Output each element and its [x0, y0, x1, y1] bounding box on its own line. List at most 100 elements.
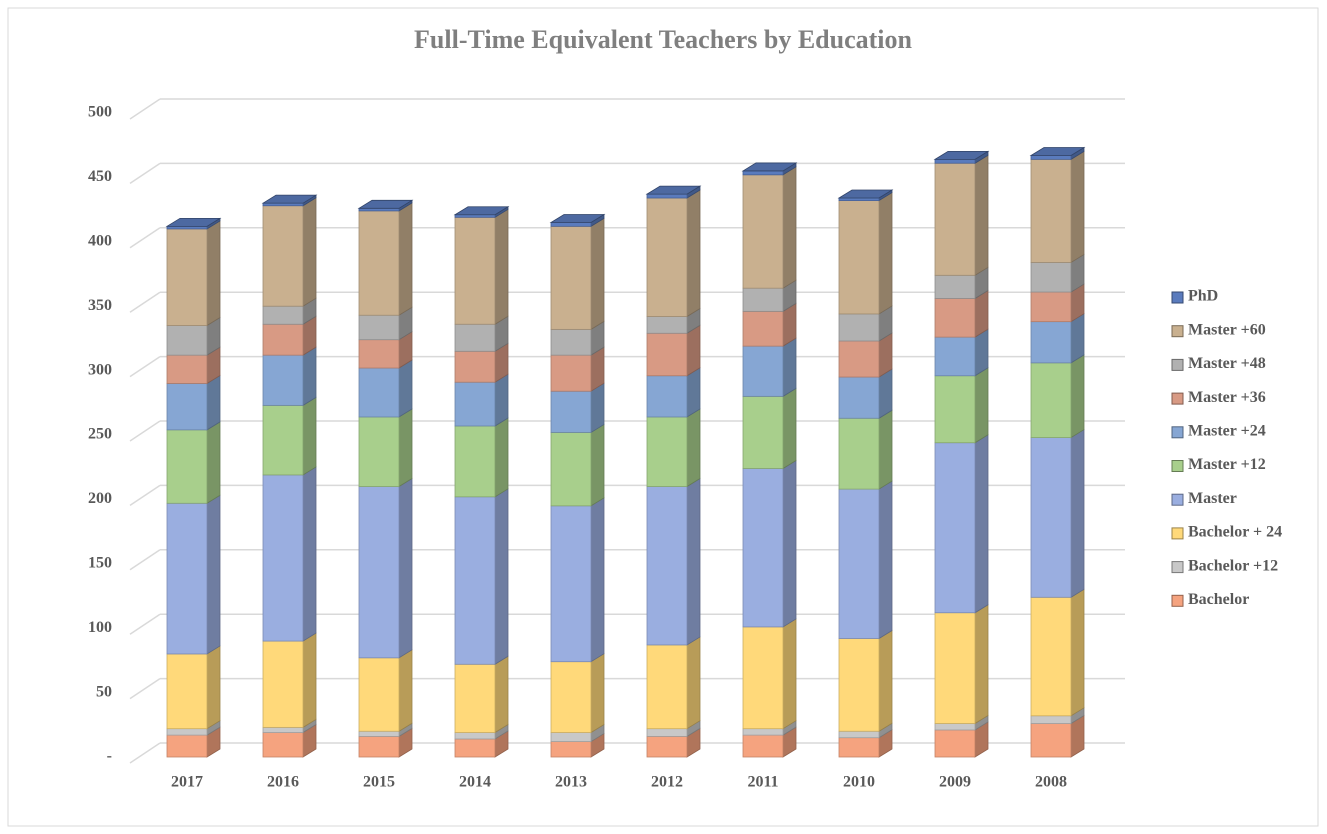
bar [742, 468, 784, 628]
bar-top [165, 217, 222, 227]
bar [262, 323, 304, 356]
y-tick-label: 200 [88, 490, 112, 507]
bar-side [206, 645, 221, 730]
legend-label: Bachelor +12 [1188, 557, 1278, 574]
bar [838, 340, 880, 378]
bar [166, 429, 208, 504]
bar-side [878, 629, 893, 732]
bar [838, 200, 880, 315]
bar [646, 375, 688, 418]
x-tick-label: 2017 [171, 774, 203, 791]
grid-line-depth [129, 420, 161, 442]
bar-side [782, 618, 797, 730]
y-tick-label: - [107, 748, 112, 765]
bar-side [1070, 150, 1085, 264]
bar [166, 383, 208, 431]
legend-swatch [1171, 325, 1184, 338]
grid-line-depth [129, 98, 161, 120]
y-tick-label: 450 [88, 168, 112, 185]
bar [454, 732, 496, 740]
bar [262, 404, 304, 476]
bar [550, 328, 592, 356]
bar [550, 354, 592, 392]
bar-side [206, 494, 221, 655]
bar [358, 314, 400, 341]
grid-line-depth [129, 227, 161, 249]
bar-side [398, 649, 413, 732]
bar [838, 376, 880, 419]
bar-side [974, 604, 989, 725]
bar [1030, 596, 1072, 717]
bar [262, 474, 304, 642]
x-tick-label: 2012 [651, 774, 683, 791]
bar [934, 375, 976, 444]
bar-side [494, 488, 509, 665]
legend-label: Bachelor [1188, 591, 1249, 608]
y-tick-label: 300 [88, 361, 112, 378]
bar [1030, 362, 1072, 438]
bar-side [590, 652, 605, 734]
bar-side [302, 632, 317, 729]
bar-side [686, 636, 701, 730]
bar-side [398, 359, 413, 418]
bar-side [302, 466, 317, 642]
y-tick-label: 250 [88, 426, 112, 443]
bar-side [590, 497, 605, 663]
legend-swatch [1171, 594, 1184, 607]
bar-top [741, 162, 798, 172]
bar [1030, 291, 1072, 323]
x-tick-label: 2008 [1035, 774, 1067, 791]
legend-swatch [1171, 561, 1184, 574]
bar [550, 390, 592, 433]
bar [646, 728, 688, 737]
bar-side [398, 408, 413, 488]
legend-label: Master +48 [1188, 355, 1266, 372]
bar [934, 612, 976, 724]
legend-label: Master +24 [1188, 422, 1266, 439]
bar [934, 336, 976, 377]
y-tick-label: 150 [88, 554, 112, 571]
bar-side [494, 417, 509, 498]
grid-line-depth [129, 484, 161, 507]
bar [454, 323, 496, 352]
bar [742, 395, 784, 469]
bar [838, 730, 880, 739]
grid-line-depth [129, 162, 161, 185]
y-tick-label: 350 [88, 297, 112, 314]
bar [454, 350, 496, 383]
bar-side [782, 459, 797, 628]
bar [742, 174, 784, 289]
legend-swatch [1171, 392, 1184, 405]
bar [166, 325, 208, 356]
bar [646, 332, 688, 377]
bar [550, 741, 592, 758]
bar [646, 644, 688, 730]
bar-side [206, 374, 221, 431]
bar [358, 339, 400, 369]
bar [742, 728, 784, 736]
bar [646, 735, 688, 758]
bar [1030, 715, 1072, 724]
bar-side [686, 189, 701, 318]
bar-side [494, 208, 509, 325]
bar [646, 486, 688, 646]
legend-swatch [1171, 493, 1184, 506]
y-tick-label: 50 [96, 683, 112, 700]
bar [166, 354, 208, 384]
bar [454, 425, 496, 498]
bar-top [933, 150, 990, 160]
bar-side [686, 408, 701, 488]
bar-side [494, 655, 509, 734]
bar [1030, 155, 1072, 160]
bar [742, 626, 784, 730]
x-tick-label: 2009 [939, 774, 971, 791]
bar-top [837, 189, 894, 199]
grid-line-depth [129, 677, 161, 700]
bar-side [206, 220, 221, 327]
bar [550, 732, 592, 742]
bar [934, 158, 976, 164]
bar-side [590, 217, 605, 331]
bar [742, 310, 784, 347]
bar [1030, 321, 1072, 364]
